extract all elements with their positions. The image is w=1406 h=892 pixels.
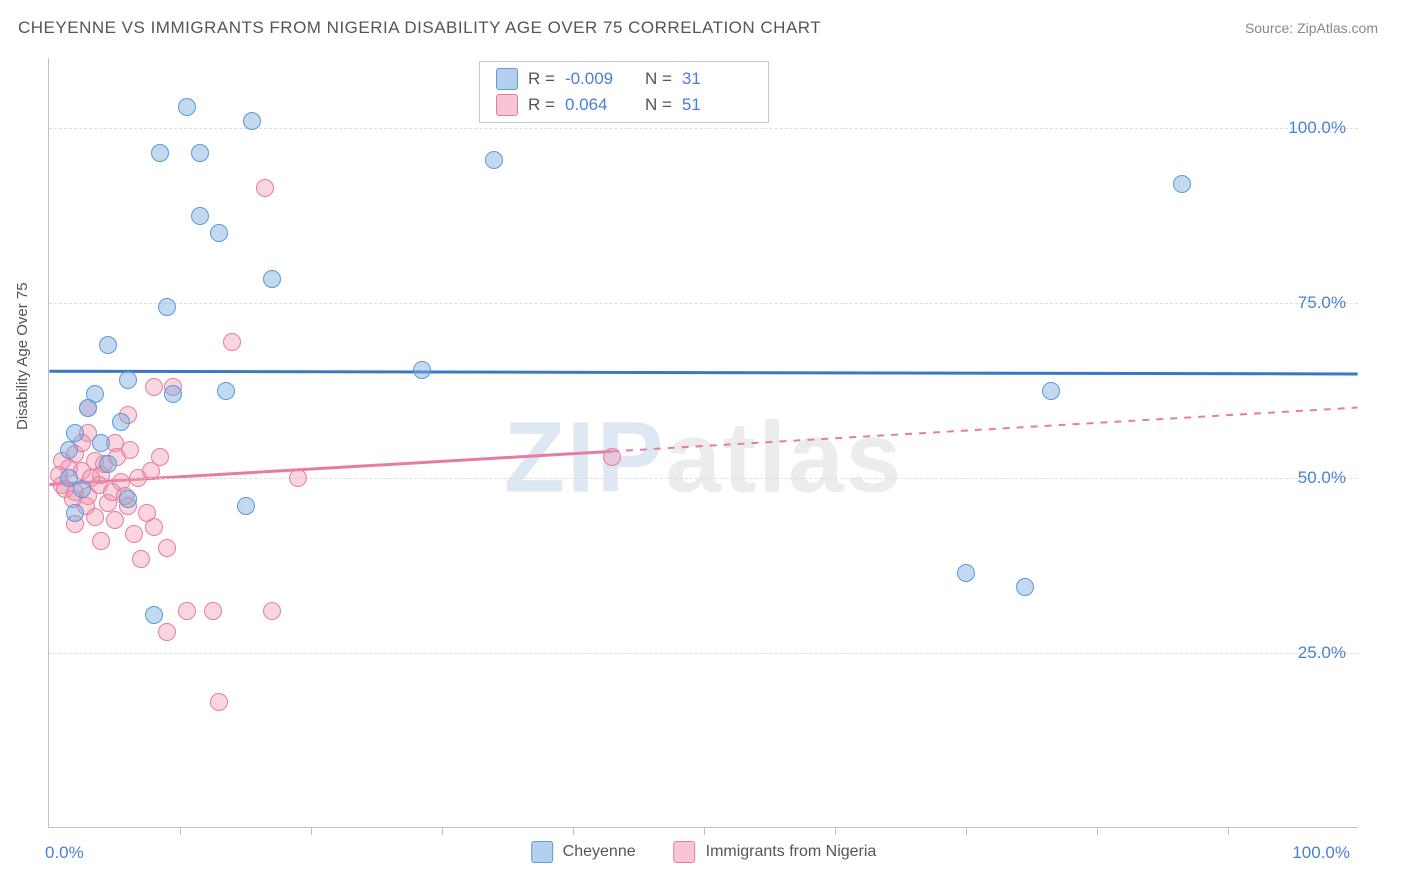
scatter-point [73,480,91,498]
y-tick-label: 25.0% [1298,643,1346,663]
scatter-point [92,434,110,452]
gridline [49,128,1358,129]
legend-item: Cheyenne [531,841,636,863]
scatter-point [191,144,209,162]
legend: Cheyenne Immigrants from Nigeria [531,841,877,863]
scatter-point [1016,578,1034,596]
scatter-point [289,469,307,487]
scatter-point [210,693,228,711]
x-tick-mark [704,827,705,835]
correlation-stats-box: R =-0.009N =31R =0.064N =51 [479,61,769,123]
x-tick-mark [835,827,836,835]
scatter-point [145,518,163,536]
scatter-point [99,336,117,354]
legend-label: Immigrants from Nigeria [706,843,877,861]
scatter-point [119,490,137,508]
x-axis-max-label: 100.0% [1292,843,1350,863]
chart-title: CHEYENNE VS IMMIGRANTS FROM NIGERIA DISA… [18,18,821,38]
scatter-point [151,144,169,162]
x-tick-mark [573,827,574,835]
scatter-point [106,511,124,529]
watermark: ZIPatlas [504,400,904,515]
scatter-point [263,602,281,620]
scatter-point [164,385,182,403]
scatter-point [99,455,117,473]
scatter-point [125,525,143,543]
scatter-point [151,448,169,466]
scatter-point [66,504,84,522]
scatter-point [178,98,196,116]
x-tick-mark [311,827,312,835]
legend-swatch [496,94,518,116]
scatter-point [119,371,137,389]
scatter-point [243,112,261,130]
y-tick-label: 100.0% [1288,118,1346,138]
scatter-point [237,497,255,515]
legend-label: Cheyenne [563,843,636,861]
y-axis-label: Disability Age Over 75 [14,282,31,430]
x-tick-mark [180,827,181,835]
scatter-point [132,550,150,568]
legend-swatch [496,68,518,90]
legend-swatch [674,841,696,863]
scatter-point [957,564,975,582]
scatter-point [92,532,110,550]
scatter-point [121,441,139,459]
scatter-point [145,378,163,396]
scatter-point [60,441,78,459]
scatter-point [485,151,503,169]
x-tick-mark [1097,827,1098,835]
gridline [49,653,1358,654]
scatter-point [263,270,281,288]
scatter-point [178,602,196,620]
legend-swatch [531,841,553,863]
y-tick-label: 75.0% [1298,293,1346,313]
chart-plot-area: ZIPatlas R =-0.009N =31R =0.064N =51 0.0… [48,58,1358,828]
scatter-point [1173,175,1191,193]
scatter-point [112,413,130,431]
header: CHEYENNE VS IMMIGRANTS FROM NIGERIA DISA… [0,0,1406,48]
x-tick-mark [966,827,967,835]
scatter-point [158,539,176,557]
scatter-point [1042,382,1060,400]
scatter-point [413,361,431,379]
scatter-point [145,606,163,624]
scatter-point [256,179,274,197]
x-tick-mark [1228,827,1229,835]
scatter-point [66,424,84,442]
gridline [49,303,1358,304]
scatter-point [79,399,97,417]
source-label: Source: ZipAtlas.com [1245,20,1378,36]
scatter-point [210,224,228,242]
trend-lines [49,58,1358,827]
x-axis-min-label: 0.0% [45,843,84,863]
x-tick-mark [442,827,443,835]
scatter-point [217,382,235,400]
stats-row: R =-0.009N =31 [480,66,768,92]
y-tick-label: 50.0% [1298,468,1346,488]
scatter-point [603,448,621,466]
scatter-point [223,333,241,351]
stats-row: R =0.064N =51 [480,92,768,118]
scatter-point [158,298,176,316]
scatter-point [191,207,209,225]
legend-item: Immigrants from Nigeria [674,841,877,863]
gridline [49,478,1358,479]
scatter-point [158,623,176,641]
scatter-point [204,602,222,620]
